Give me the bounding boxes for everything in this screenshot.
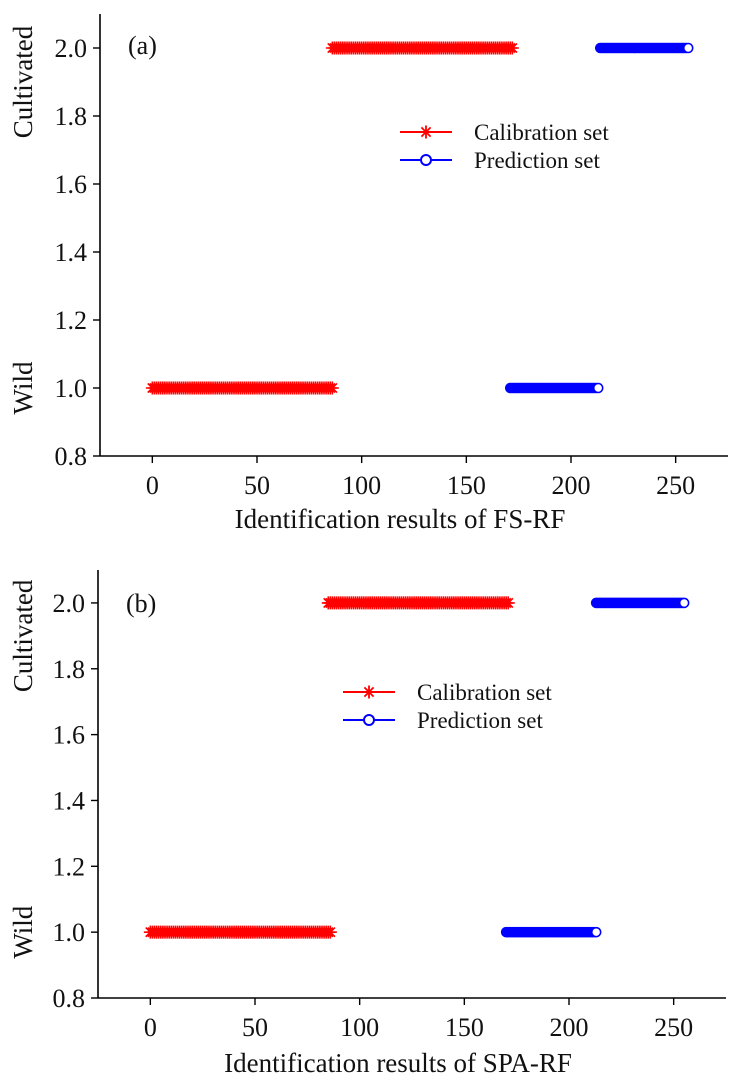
legend-circle-marker [363,714,375,726]
x-tick-label: 50 [244,471,270,500]
y-label-wild: Wild [8,905,38,958]
chart-panel-1: 0 50 100 150 200 250 0.8 1.0 1.2 1.4 1.6 1.8 2.0 Cult… [8,14,728,534]
x-tick-label: 0 [144,1013,157,1042]
y-tick-label: 0.8 [55,442,88,471]
y-label-cultivated: Cultivated [8,579,38,692]
y-tick-label: 1.4 [55,238,88,267]
x-tick-label: 0 [146,471,159,500]
x-tick-label: 200 [552,471,591,500]
legend: Calibration set Prediction set [400,120,609,173]
y-tick-label: 1.4 [53,786,86,815]
legend-label: Prediction set [474,148,600,173]
y-tick-label: 0.8 [53,984,86,1013]
y-tick-label: 1.0 [53,918,86,947]
legend: Calibration set Prediction set [343,680,552,733]
x-tick-label: 150 [447,471,486,500]
calibration-point [323,925,337,939]
y-tick-label: 1.6 [55,170,88,199]
x-axis-title: Identification results of SPA-RF [224,1048,572,1078]
x-tick-label: 250 [656,471,695,500]
series-calibration [143,596,515,939]
x-tick-label: 250 [654,1013,693,1042]
y-tick-label: 1.2 [55,306,88,335]
legend-circle-marker [420,154,432,166]
calibration-point [505,41,519,55]
y-tick-label: 1.8 [55,102,88,131]
legend-label: Calibration set [417,680,552,705]
legend-star-marker [419,125,433,139]
prediction-point [682,42,694,54]
x-tick-label: 150 [445,1013,484,1042]
prediction-point [592,382,604,394]
panel-label: (b) [126,589,156,618]
calibration-point [501,596,515,610]
y-tick-label: 1.0 [55,374,88,403]
y-tick-label: 1.2 [53,852,86,881]
x-tick-label: 50 [242,1013,268,1042]
x-axis-title: Identification results of FS-RF [235,504,566,534]
legend-star-marker [362,685,376,699]
panel-label: (a) [128,31,157,60]
series-prediction [504,42,694,394]
x-tick-label: 200 [550,1013,589,1042]
prediction-point [590,926,602,938]
y-tick-label: 1.8 [53,655,86,684]
y-label-cultivated: Cultivated [8,25,38,138]
y-tick-label: 2.0 [53,589,86,618]
y-tick-label: 2.0 [55,34,88,63]
prediction-point [678,597,690,609]
legend-label: Prediction set [417,708,543,733]
series-prediction [500,597,690,938]
y-label-wild: Wild [8,361,38,414]
legend-label: Calibration set [474,120,609,145]
chart-panel-2: 0 50 100 150 200 250 0.8 1.0 1.2 1.4 1.6 1.8 2.0 Cult… [8,570,726,1078]
y-tick-label: 1.6 [53,721,86,750]
calibration-point [325,381,339,395]
x-tick-label: 100 [342,471,381,500]
x-tick-label: 100 [340,1013,379,1042]
series-calibration [145,41,519,395]
